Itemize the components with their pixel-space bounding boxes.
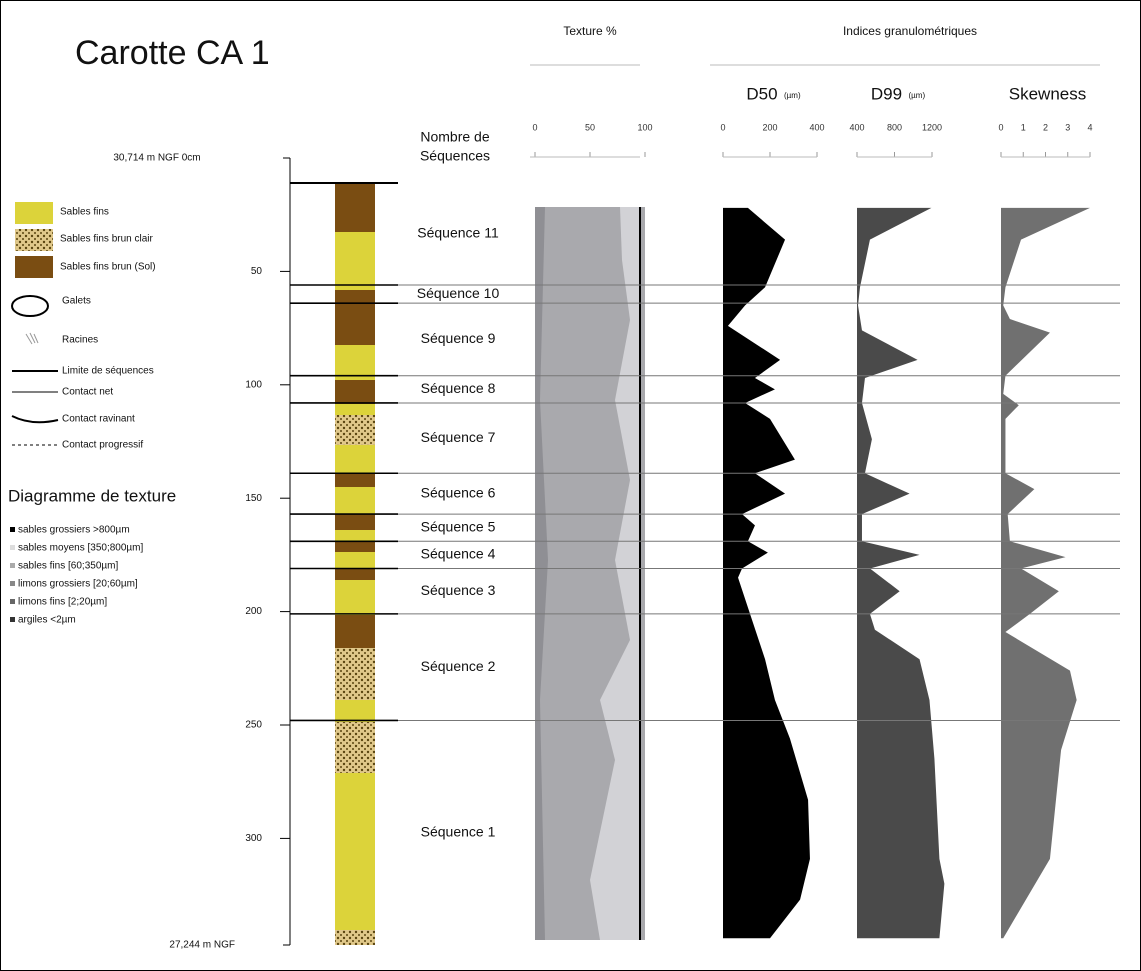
profile-title: D50 xyxy=(746,84,777,103)
depth-tick-label: 50 xyxy=(251,266,263,277)
core-layer xyxy=(335,415,375,445)
profile-tick-label: 0 xyxy=(720,122,725,132)
profile-tick-label: 4 xyxy=(1087,122,1092,132)
core-layer xyxy=(335,541,375,552)
legend-swatch xyxy=(25,332,39,345)
sequence-label: Séquence 1 xyxy=(421,823,496,839)
core-layer xyxy=(335,700,375,722)
sequence-label: Séquence 2 xyxy=(421,658,496,674)
sequence-label: Séquence 6 xyxy=(421,484,496,500)
sequence-label: Séquence 3 xyxy=(421,582,496,598)
sequence-label: Séquence 10 xyxy=(417,285,500,301)
texture-tick-label: 0 xyxy=(532,122,537,132)
texture-legend-swatch xyxy=(10,581,15,586)
texture-legend-label: sables fins [60;350µm] xyxy=(18,561,118,572)
texture-tick-label: 50 xyxy=(585,122,595,132)
depth-tick-label: 150 xyxy=(245,493,262,504)
core-layer xyxy=(335,345,375,380)
legend-label: Galets xyxy=(62,296,91,307)
legend-swatch xyxy=(15,256,53,278)
sequence-label: Séquence 9 xyxy=(421,330,496,346)
legend-swatch xyxy=(11,295,49,317)
legend-label: Contact progressif xyxy=(62,440,143,451)
core-layer xyxy=(335,232,375,290)
texture-legend-swatch xyxy=(10,599,15,604)
depth-tick-label: 200 xyxy=(245,606,262,617)
legend-label: Contact net xyxy=(62,387,113,398)
sequence-label: Séquence 8 xyxy=(421,380,496,396)
profile-tick-label: 200 xyxy=(762,122,777,132)
core-layer xyxy=(335,615,375,648)
texture-legend-swatch xyxy=(10,617,15,622)
profile-tick-label: 3 xyxy=(1065,122,1070,132)
profile-title: Skewness xyxy=(1009,84,1086,103)
profile-tick-label: 800 xyxy=(887,122,902,132)
profile-tick-label: 400 xyxy=(809,122,824,132)
profile-tick-label: 2 xyxy=(1043,122,1048,132)
sequence-label: Séquence 11 xyxy=(417,225,499,241)
legend-swatch xyxy=(11,415,59,424)
core-layer xyxy=(335,473,375,487)
texture-band xyxy=(590,207,640,940)
profile-tick-label: 1200 xyxy=(922,122,942,132)
core-layer xyxy=(335,487,375,514)
core-layer xyxy=(335,530,375,541)
sequence-label: Séquence 4 xyxy=(421,546,496,562)
depth-bottom-label: 27,244 m NGF xyxy=(169,940,235,951)
legend-label: Contact ravinant xyxy=(62,414,135,425)
legend-label: Racines xyxy=(62,335,98,346)
profile-tick-label: 1 xyxy=(1021,122,1026,132)
legend-swatch xyxy=(15,202,53,224)
core-layer xyxy=(335,380,375,404)
texture-legend-label: limons grossiers [20;60µm] xyxy=(18,579,138,590)
title: Carotte CA 1 xyxy=(75,34,270,72)
core-layer xyxy=(335,514,375,530)
profile-unit: (µm) xyxy=(909,91,926,100)
legend-label: Limite de séquences xyxy=(62,366,154,377)
core-layer xyxy=(335,568,375,580)
core-layer xyxy=(335,290,375,345)
sequence-heading: Séquences xyxy=(420,148,490,164)
core-layer xyxy=(335,773,375,930)
texture-legend-label: limons fins [2;20µm] xyxy=(18,597,107,608)
core-layer xyxy=(335,445,375,473)
texture-legend-swatch xyxy=(10,563,15,568)
core-layer xyxy=(335,648,375,700)
depth-tick-label: 300 xyxy=(245,833,262,844)
depth-tick-label: 250 xyxy=(245,720,262,731)
texture-band xyxy=(535,207,548,940)
sequence-label: Séquence 5 xyxy=(421,518,496,534)
core-layer xyxy=(335,722,375,773)
core-layer xyxy=(335,552,375,568)
legend-label: Sables fins xyxy=(60,207,109,218)
profile-tick-label: 400 xyxy=(849,122,864,132)
legend-label: Sables fins brun clair xyxy=(60,234,153,245)
sequence-label: Séquence 7 xyxy=(421,429,496,445)
core-layer xyxy=(335,580,375,615)
profile-tick-label: 0 xyxy=(998,122,1003,132)
profile-area xyxy=(857,207,945,939)
profile-title: D99 xyxy=(871,84,902,103)
texture-legend-label: sables grossiers >800µm xyxy=(18,525,130,536)
depth-tick-label: 100 xyxy=(245,379,262,390)
profile-area xyxy=(723,207,810,939)
texture-legend-label: sables moyens [350;800µm] xyxy=(18,543,143,554)
texture-tick-label: 100 xyxy=(637,122,652,132)
texture-legend-title: Diagramme de texture xyxy=(8,486,176,505)
legend-swatch xyxy=(15,229,53,251)
texture-legend-label: argiles <2µm xyxy=(18,615,76,626)
indices-title: Indices granulométriques xyxy=(843,24,977,38)
legend-label: Sables fins brun (Sol) xyxy=(60,262,156,273)
core-layer xyxy=(335,404,375,415)
texture-legend-swatch xyxy=(10,545,15,550)
texture-title: Texture % xyxy=(563,24,617,38)
profile-unit: (µm) xyxy=(784,91,801,100)
sequence-heading: Nombre de xyxy=(420,129,489,145)
profile-area xyxy=(1001,207,1090,939)
depth-top-label: 30,714 m NGF 0cm xyxy=(113,153,200,164)
core-layer xyxy=(335,930,375,945)
texture-legend-swatch xyxy=(10,527,15,532)
core-layer xyxy=(335,183,375,232)
